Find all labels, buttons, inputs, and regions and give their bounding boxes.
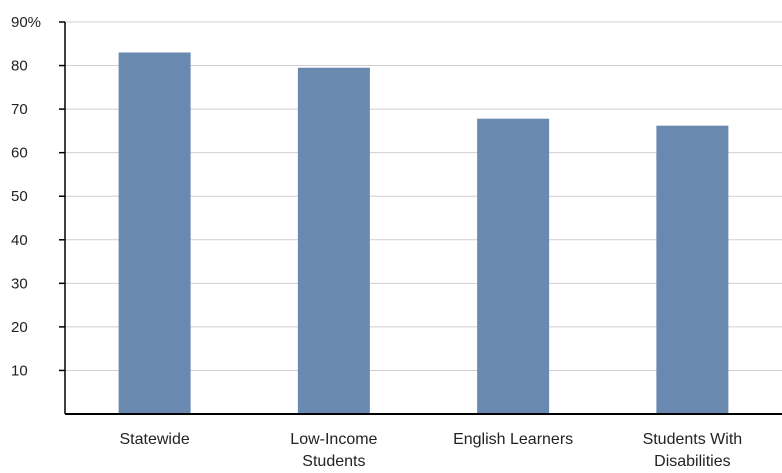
x-category-label: Students: [302, 453, 365, 470]
y-tick-label: 20: [11, 319, 28, 336]
y-tick-label: 60: [11, 145, 28, 162]
bar: [297, 67, 370, 414]
y-tick-label: 30: [11, 275, 28, 292]
x-axis-labels: Statewide Low-Income Students English Learn…: [119, 431, 742, 470]
bar: [118, 52, 191, 414]
y-tick-label: 50: [11, 188, 28, 205]
x-category-label: English Learners: [453, 431, 573, 448]
x-category-label: Low-Income: [290, 431, 377, 448]
axes: [64, 22, 782, 415]
y-tick-label: 10: [11, 362, 28, 379]
y-tick-label: 70: [11, 101, 28, 118]
x-category-label: Students With: [643, 431, 743, 448]
x-category-label: Statewide: [119, 431, 189, 448]
bar: [656, 125, 729, 414]
y-tick-label: 90%: [11, 14, 41, 31]
y-axis-ticks: 10 20 30 40 50 60 70 80 90%: [11, 14, 65, 379]
bar: [477, 118, 550, 415]
y-tick-label: 80: [11, 58, 28, 75]
bars: [118, 52, 729, 415]
y-tick-label: 40: [11, 232, 28, 249]
x-category-label: Disabilities: [654, 453, 730, 470]
